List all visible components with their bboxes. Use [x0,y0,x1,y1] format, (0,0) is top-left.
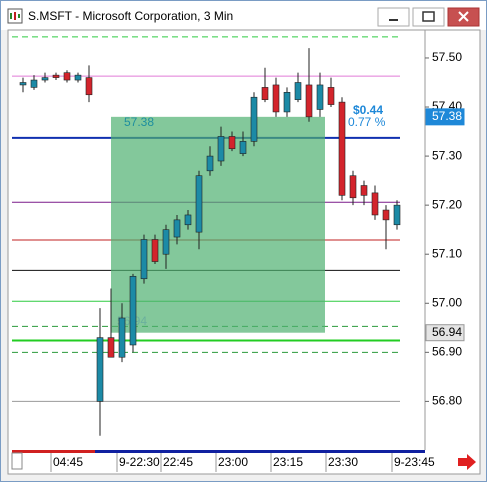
scroll-right-arrow[interactable] [458,454,476,470]
candle-body [228,136,236,150]
y-tick-label: 56.90 [432,345,462,359]
candle-body [52,74,60,78]
candle-body [349,175,357,199]
scroll-thumb[interactable] [12,450,95,453]
candle-body [74,74,82,81]
candle-body [173,219,181,238]
measurement-percent: 0.77 % [348,115,386,129]
candle-body [305,84,313,118]
y-tick-label: 57.30 [432,148,462,162]
x-tick-label: 22:45 [163,455,193,469]
candle-body [217,136,225,162]
candle-body [393,204,401,226]
scroll-bar[interactable] [12,450,425,453]
candle-body [107,337,115,358]
app-icon [7,8,23,24]
chart-frame [7,29,481,475]
candle-body [239,141,247,154]
candle-body [184,214,192,226]
maximize-button[interactable] [412,7,445,27]
x-tick-label: 23:30 [328,455,358,469]
x-tick-label: 23:15 [273,455,303,469]
x-tick-label: 23:00 [218,455,248,469]
candle-body [41,77,49,81]
y-tick-label: 57.00 [432,295,462,309]
candle-body [316,84,324,110]
minimize-button[interactable] [377,7,410,27]
candle-body [327,87,335,105]
corner-box [11,452,23,470]
x-tick-label: 04:45 [53,455,83,469]
y-tick-label: 56.80 [432,394,462,408]
candle-body [19,82,27,86]
y-tick-label: 57.20 [432,197,462,211]
candle-body [283,92,291,113]
candle-body [382,209,390,221]
candle-body [63,72,71,81]
price-marker [425,108,465,126]
price-marker [425,324,465,342]
price-marker-label: 56.94 [432,325,462,339]
candle-body [140,239,148,280]
candle-body [151,239,159,262]
candle-body [195,175,203,233]
measurement-top-label: 57.38 [124,115,154,129]
candle-body [338,101,346,196]
measurement-change: $0.44 [353,103,383,117]
candle-body [272,84,280,113]
close-button[interactable] [447,7,480,27]
window-title: S.MSFT - Microsoft Corporation, 3 Min [28,9,233,23]
candle-body [85,77,93,96]
x-tick-label: 9-23:45 [394,455,435,469]
x-tick-label: 9-22:30 [119,455,160,469]
candle-body [250,96,258,142]
candle-body [371,192,379,216]
candle-body [96,337,104,402]
candle-body [129,275,137,346]
price-marker-label: 57.38 [432,109,462,123]
candle-body [294,82,302,100]
candle-body [360,185,368,196]
candle-body [261,87,269,100]
candle-body [118,317,126,358]
candle-body [30,79,38,88]
y-tick-label: 57.10 [432,246,462,260]
y-tick-label: 57.50 [432,50,462,64]
candle-body [206,155,214,172]
candle-body [162,229,170,255]
